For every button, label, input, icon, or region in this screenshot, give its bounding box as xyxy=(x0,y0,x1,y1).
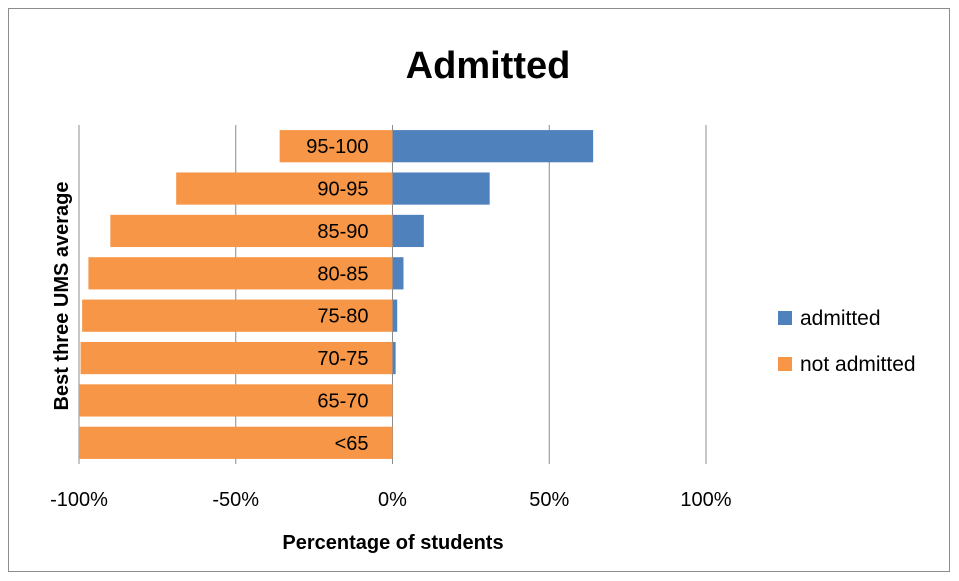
bar-admitted xyxy=(392,341,396,375)
chart-title: Admitted xyxy=(406,45,571,87)
legend-swatch xyxy=(778,311,792,325)
bar-not-admitted xyxy=(176,172,393,205)
x-tick-label: -50% xyxy=(212,489,259,511)
bar-not-admitted xyxy=(279,130,393,163)
bar-admitted xyxy=(392,172,490,205)
x-tick-label: -100% xyxy=(50,489,108,511)
bar-not-admitted xyxy=(82,299,393,332)
bar-admitted xyxy=(392,214,424,248)
legend-label: admitted xyxy=(800,307,881,330)
category-label: 90-95 xyxy=(317,179,368,201)
category-label: 65-70 xyxy=(317,390,368,412)
legend-label: not admitted xyxy=(800,353,916,376)
bar-not-admitted xyxy=(79,426,393,459)
y-axis-label: Best three UMS average xyxy=(51,182,73,411)
bar-admitted xyxy=(392,130,594,163)
legend: admitted not admitted xyxy=(778,307,916,376)
category-label: 95-100 xyxy=(306,136,368,158)
bar-not-admitted xyxy=(88,257,393,290)
bar-admitted xyxy=(392,257,404,290)
category-label: <65 xyxy=(335,433,369,455)
chart-area xyxy=(8,8,950,572)
x-tick-label: 0% xyxy=(378,489,407,511)
x-axis-label: Percentage of students xyxy=(282,532,503,554)
bar-not-admitted xyxy=(79,384,393,417)
x-tick-label: 50% xyxy=(529,489,569,511)
x-tick-labels: -100% -50% 0% 50% 100% xyxy=(50,489,732,511)
category-label: 75-80 xyxy=(317,306,368,328)
bar-not-admitted xyxy=(110,214,393,248)
bar-not-admitted xyxy=(80,341,393,375)
x-tick-label: 100% xyxy=(680,489,731,511)
category-label: 85-90 xyxy=(317,221,368,243)
category-label: 70-75 xyxy=(317,348,368,370)
category-labels: 95-100 90-95 85-90 80-85 75-80 70-75 65-70 <65 xyxy=(306,136,368,455)
legend-swatch xyxy=(778,357,792,371)
bars xyxy=(79,130,594,459)
bar-admitted xyxy=(392,299,398,332)
category-label: 80-85 xyxy=(317,263,368,285)
